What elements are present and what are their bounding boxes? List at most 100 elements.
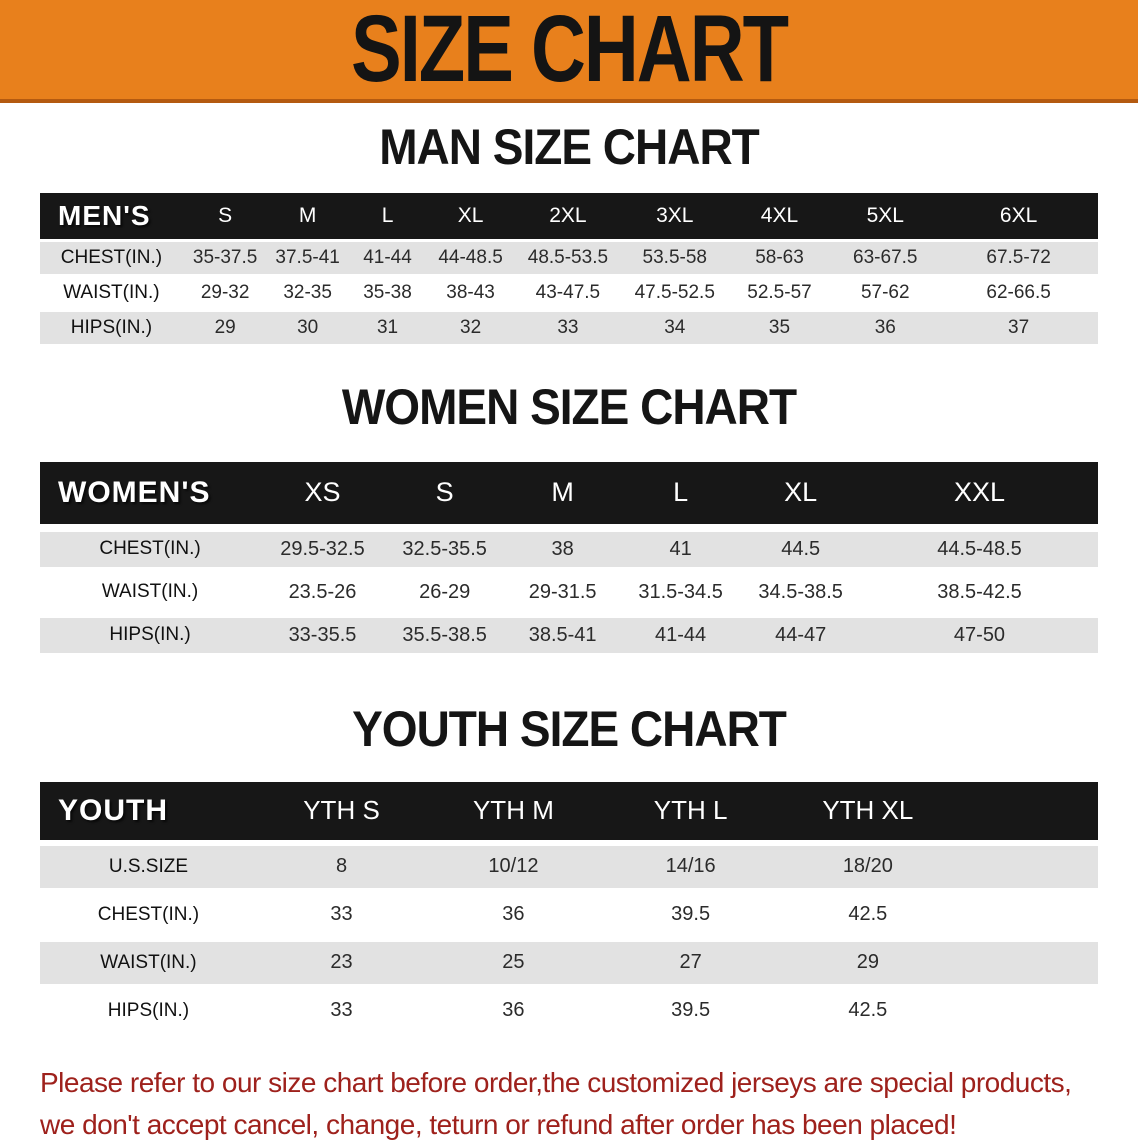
- section-women: WOMEN SIZE CHART WOMEN'S XS S M L XL XXL CHEST(…: [0, 378, 1138, 661]
- measure-value: 62-66.5: [939, 276, 1098, 309]
- measure-value: 33: [513, 311, 622, 344]
- youth-size-table: YOUTH YTH S YTH M YTH L YTH XL U.S.SIZE 8 10/12…: [40, 776, 1098, 1038]
- measure-value: 38-43: [427, 276, 514, 309]
- row-label: HIPS(IN.): [40, 989, 257, 1032]
- measure-value: 23: [256, 941, 427, 984]
- disclaimer: Please refer to our size chart before or…: [40, 1062, 1098, 1146]
- row-label: HIPS(IN.): [40, 311, 183, 344]
- measure-value: 33: [256, 893, 427, 936]
- row-spacer: [955, 941, 1098, 984]
- youth-section-heading: YOUTH SIZE CHART: [352, 700, 787, 757]
- measure-value: 41-44: [620, 617, 741, 653]
- measure-value: 32.5-35.5: [384, 531, 505, 567]
- column-header: YTH XL: [780, 781, 956, 840]
- men-section-heading: MAN SIZE CHART: [379, 118, 760, 176]
- measure-row: HIPS(IN.) 29 30 31 32 33 34 35 36 37: [40, 311, 1098, 344]
- measure-value: 29-31.5: [504, 574, 621, 610]
- measure-value: 29-32: [182, 276, 268, 309]
- column-header: 6XL: [939, 192, 1098, 239]
- measure-value: 33-35.5: [260, 617, 385, 653]
- row-spacer: [955, 845, 1098, 888]
- measure-value: 31: [347, 311, 428, 344]
- measure-value: 23.5-26: [260, 574, 385, 610]
- measure-value: 43-47.5: [513, 276, 622, 309]
- measure-value: 36: [426, 893, 601, 936]
- measure-value: 39.5: [600, 989, 781, 1032]
- column-header: 3XL: [621, 192, 728, 239]
- measure-row: HIPS(IN.) 33-35.5 35.5-38.5 38.5-41 41-44 44-…: [40, 617, 1098, 653]
- table-header-row: YOUTH YTH S YTH M YTH L YTH XL: [40, 781, 1098, 840]
- measure-value: 34: [621, 311, 728, 344]
- measure-row: CHEST(IN.) 35-37.5 37.5-41 41-44 44-48.5 48.5…: [40, 241, 1098, 274]
- header-spacer: [955, 781, 1098, 840]
- measure-value: 47-50: [860, 617, 1098, 653]
- measure-value: 37.5-41: [267, 241, 348, 274]
- measure-value: 44-47: [740, 617, 861, 653]
- measure-row: WAIST(IN.) 23 25 27 29: [40, 941, 1098, 984]
- column-header: XL: [427, 192, 514, 239]
- measure-value: 29: [182, 311, 268, 344]
- column-header: L: [620, 461, 741, 524]
- measure-value: 38: [504, 531, 621, 567]
- measure-value: 58-63: [727, 241, 832, 274]
- row-label: HIPS(IN.): [40, 617, 261, 653]
- measure-value: 41-44: [347, 241, 428, 274]
- measure-value: 35.5-38.5: [384, 617, 505, 653]
- women-section-heading: WOMEN SIZE CHART: [341, 378, 797, 435]
- banner-title: SIZE CHART: [351, 0, 789, 103]
- measure-value: 67.5-72: [939, 241, 1098, 274]
- measure-value: 35-37.5: [182, 241, 268, 274]
- measure-value: 25: [426, 941, 601, 984]
- row-label: WAIST(IN.): [40, 941, 257, 984]
- measure-row: U.S.SIZE 8 10/12 14/16 18/20: [40, 845, 1098, 888]
- table-group-label: MEN'S: [40, 192, 183, 239]
- table-header-row: WOMEN'S XS S M L XL XXL: [40, 461, 1098, 524]
- measure-row: WAIST(IN.) 23.5-26 26-29 29-31.5 31.5-34.5 34…: [40, 574, 1098, 610]
- measure-value: 38.5-42.5: [860, 574, 1098, 610]
- banner: SIZE CHART: [0, 0, 1138, 103]
- measure-value: 52.5-57: [727, 276, 832, 309]
- measure-value: 14/16: [600, 845, 781, 888]
- measure-value: 29: [780, 941, 956, 984]
- column-header: 5XL: [831, 192, 940, 239]
- row-label: CHEST(IN.): [40, 241, 183, 274]
- measure-value: 57-62: [831, 276, 940, 309]
- measure-row: CHEST(IN.) 33 36 39.5 42.5: [40, 893, 1098, 936]
- measure-row: WAIST(IN.) 29-32 32-35 35-38 38-43 43-47.5 47.…: [40, 276, 1098, 309]
- measure-value: 32: [427, 311, 514, 344]
- measure-value: 36: [426, 989, 601, 1032]
- measure-value: 35-38: [347, 276, 428, 309]
- measure-value: 42.5: [780, 989, 956, 1032]
- measure-value: 34.5-38.5: [740, 574, 861, 610]
- measure-value: 30: [267, 311, 348, 344]
- measure-value: 42.5: [780, 893, 956, 936]
- measure-row: CHEST(IN.) 29.5-32.5 32.5-35.5 38 41 44.5 44.5…: [40, 531, 1098, 567]
- row-label: U.S.SIZE: [40, 845, 257, 888]
- row-label: WAIST(IN.): [40, 276, 183, 309]
- measure-value: 8: [256, 845, 427, 888]
- measure-value: 63-67.5: [831, 241, 940, 274]
- measure-value: 38.5-41: [504, 617, 621, 653]
- column-header: YTH M: [426, 781, 601, 840]
- measure-value: 27: [600, 941, 781, 984]
- row-label: CHEST(IN.): [40, 531, 261, 567]
- measure-row: HIPS(IN.) 33 36 39.5 42.5: [40, 989, 1098, 1032]
- measure-value: 29.5-32.5: [260, 531, 385, 567]
- measure-value: 41: [620, 531, 741, 567]
- column-header: S: [384, 461, 505, 524]
- measure-value: 26-29: [384, 574, 505, 610]
- column-header: XS: [260, 461, 385, 524]
- measure-value: 35: [727, 311, 832, 344]
- measure-value: 32-35: [267, 276, 348, 309]
- column-header: XL: [740, 461, 861, 524]
- measure-value: 36: [831, 311, 940, 344]
- measure-value: 10/12: [426, 845, 601, 888]
- table-group-label: WOMEN'S: [40, 461, 261, 524]
- column-header: 2XL: [513, 192, 622, 239]
- column-header: 4XL: [727, 192, 832, 239]
- measure-value: 44.5: [740, 531, 861, 567]
- column-header: M: [267, 192, 348, 239]
- men-size-table: MEN'S S M L XL 2XL 3XL 4XL 5XL 6XL CHEST(IN.) 35-37…: [40, 190, 1098, 347]
- row-label: WAIST(IN.): [40, 574, 261, 610]
- measure-value: 39.5: [600, 893, 781, 936]
